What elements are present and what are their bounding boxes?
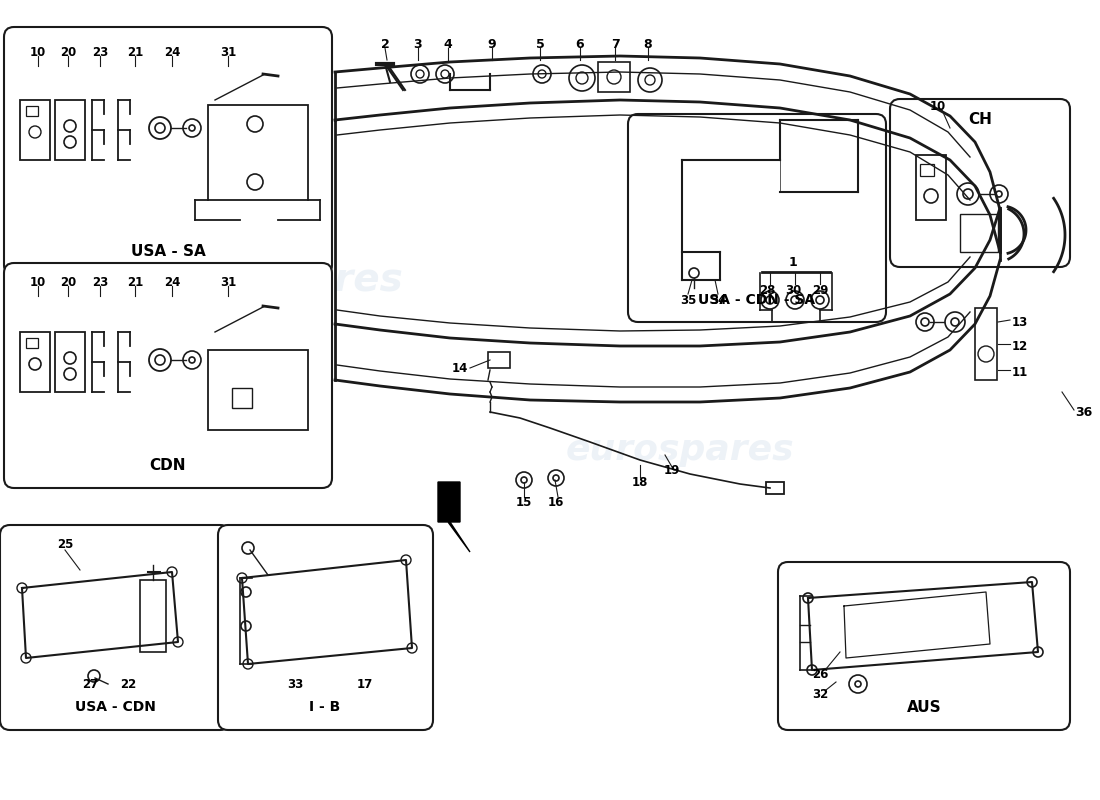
Bar bbox=[55, 332, 85, 392]
Bar bbox=[232, 388, 252, 408]
Text: 10: 10 bbox=[30, 46, 46, 58]
Text: 24: 24 bbox=[164, 46, 180, 58]
Text: 2: 2 bbox=[381, 38, 389, 50]
Text: 31: 31 bbox=[220, 46, 236, 58]
Bar bbox=[488, 352, 510, 368]
Bar bbox=[598, 62, 630, 92]
Bar bbox=[20, 332, 50, 392]
Text: 25: 25 bbox=[57, 538, 74, 551]
Bar bbox=[140, 580, 166, 652]
Bar bbox=[26, 106, 39, 116]
Text: 27: 27 bbox=[81, 678, 98, 691]
Text: 6: 6 bbox=[575, 38, 584, 50]
Text: CH: CH bbox=[968, 113, 992, 127]
Bar bbox=[766, 482, 784, 494]
Bar bbox=[20, 100, 50, 160]
Text: 20: 20 bbox=[59, 46, 76, 58]
Text: 15: 15 bbox=[516, 495, 532, 509]
Text: 22: 22 bbox=[120, 678, 136, 691]
Text: 4: 4 bbox=[443, 38, 452, 50]
Bar bbox=[916, 155, 946, 220]
Bar bbox=[208, 105, 308, 200]
Text: 20: 20 bbox=[59, 275, 76, 289]
Bar bbox=[975, 308, 997, 380]
Bar bbox=[26, 338, 39, 348]
Text: 16: 16 bbox=[548, 495, 564, 509]
Text: 34: 34 bbox=[710, 294, 726, 306]
Text: CDN: CDN bbox=[150, 458, 186, 474]
FancyBboxPatch shape bbox=[4, 27, 332, 275]
Text: 29: 29 bbox=[812, 283, 828, 297]
Text: 30: 30 bbox=[785, 283, 801, 297]
FancyBboxPatch shape bbox=[4, 263, 332, 488]
Text: 13: 13 bbox=[1012, 315, 1028, 329]
Bar bbox=[920, 164, 934, 176]
Text: eurospares: eurospares bbox=[565, 433, 794, 467]
Text: 17: 17 bbox=[356, 678, 373, 691]
FancyBboxPatch shape bbox=[628, 114, 886, 322]
Text: 10: 10 bbox=[930, 99, 946, 113]
Text: 32: 32 bbox=[812, 687, 828, 701]
Text: 24: 24 bbox=[164, 275, 180, 289]
Text: 8: 8 bbox=[644, 38, 652, 50]
Text: 14: 14 bbox=[452, 362, 468, 374]
FancyBboxPatch shape bbox=[890, 99, 1070, 267]
Bar bbox=[960, 214, 998, 252]
Text: 19: 19 bbox=[663, 463, 680, 477]
Polygon shape bbox=[438, 482, 470, 552]
FancyBboxPatch shape bbox=[778, 562, 1070, 730]
Text: I - B: I - B bbox=[309, 700, 341, 714]
Text: 11: 11 bbox=[1012, 366, 1028, 378]
FancyBboxPatch shape bbox=[0, 525, 230, 730]
Text: eurospares: eurospares bbox=[121, 578, 279, 602]
Text: 36: 36 bbox=[1075, 406, 1092, 418]
Text: 23: 23 bbox=[92, 46, 108, 58]
Text: 5: 5 bbox=[536, 38, 544, 50]
Text: 26: 26 bbox=[812, 667, 828, 681]
Text: 21: 21 bbox=[126, 275, 143, 289]
Text: 28: 28 bbox=[759, 283, 775, 297]
Text: 33: 33 bbox=[287, 678, 304, 691]
Text: 23: 23 bbox=[92, 275, 108, 289]
Text: USA - CDN - SA: USA - CDN - SA bbox=[698, 293, 815, 307]
Text: 18: 18 bbox=[631, 475, 648, 489]
Text: 1: 1 bbox=[789, 257, 797, 270]
Text: 31: 31 bbox=[220, 275, 236, 289]
Text: 12: 12 bbox=[1012, 339, 1028, 353]
Text: 3: 3 bbox=[414, 38, 422, 50]
Text: USA - SA: USA - SA bbox=[131, 245, 206, 259]
Bar bbox=[208, 350, 308, 430]
Text: eurospares: eurospares bbox=[157, 261, 403, 299]
Text: 10: 10 bbox=[30, 275, 46, 289]
Text: 21: 21 bbox=[126, 46, 143, 58]
Text: 9: 9 bbox=[487, 38, 496, 50]
Text: AUS: AUS bbox=[906, 699, 942, 714]
Text: 35: 35 bbox=[680, 294, 696, 306]
Text: USA - CDN: USA - CDN bbox=[75, 700, 155, 714]
FancyBboxPatch shape bbox=[218, 525, 433, 730]
Bar bbox=[55, 100, 85, 160]
Text: 7: 7 bbox=[610, 38, 619, 50]
